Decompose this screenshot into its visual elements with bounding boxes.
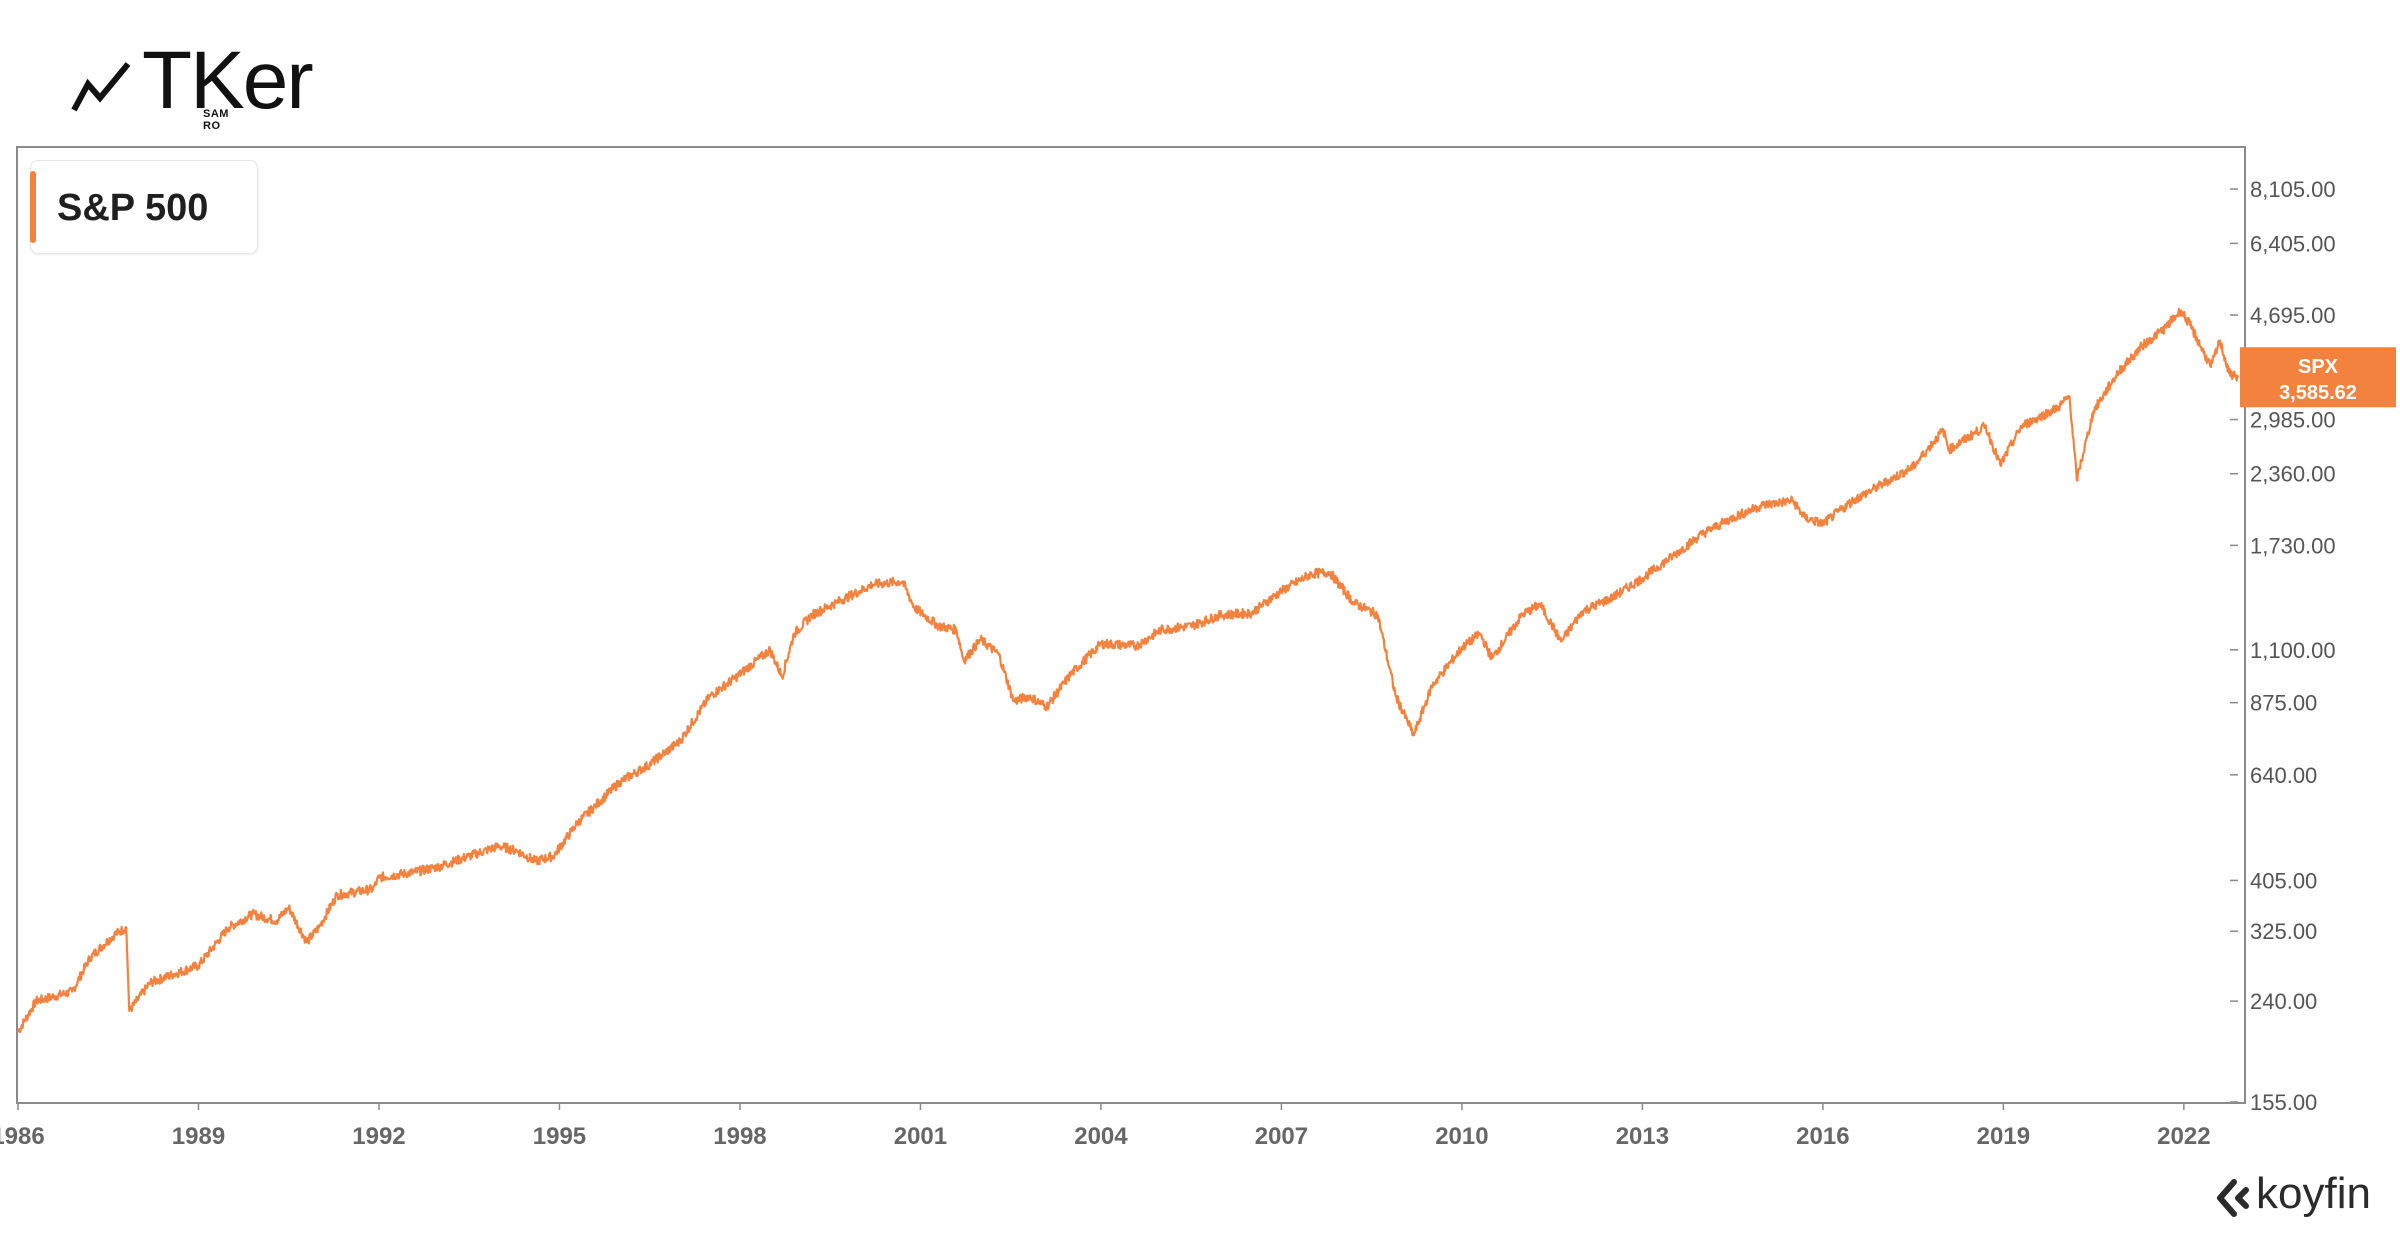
x-tick-label: 2022: [2157, 1123, 2210, 1150]
brand-name: TKer: [142, 35, 314, 126]
x-tick-label: 1998: [713, 1123, 766, 1150]
x-tick-label: 1995: [533, 1123, 586, 1150]
x-tick-label: 2013: [1616, 1123, 1669, 1150]
y-tick-label: 2,360.00: [2250, 462, 2336, 487]
x-tick-label: 2010: [1435, 1123, 1488, 1150]
x-tick-label: 2019: [1977, 1123, 2030, 1150]
y-tick-label: 640.00: [2250, 763, 2317, 788]
chart-frame: [16, 146, 2246, 1104]
y-tick-label: 1,730.00: [2250, 533, 2336, 558]
koyfin-wordmark: koyfin: [2256, 1169, 2371, 1218]
last-value-price: 3,585.62: [2279, 382, 2357, 404]
y-tick-label: 155.00: [2250, 1090, 2317, 1115]
y-tick-label: 875.00: [2250, 691, 2317, 716]
legend-series-label: S&P 500: [57, 187, 209, 229]
chart-legend[interactable]: S&P 500: [30, 160, 258, 254]
y-axis: 155.00 240.00 325.00 405.00 640.00 875.00 1,10…: [2230, 177, 2336, 1115]
y-tick-label: 1,100.00: [2250, 638, 2336, 663]
legend-color-swatch: [30, 171, 36, 243]
y-tick-label: 6,405.00: [2250, 231, 2336, 256]
series-layer: [17, 307, 2240, 1034]
koyfin-chevron-icon: [2217, 1179, 2249, 1217]
x-tick-label: 2007: [1255, 1123, 1308, 1150]
last-value-ticker: SPX: [2298, 356, 2339, 378]
last-value-marker: SPX 3,585.62: [2240, 347, 2396, 408]
header: TKer SAM RO: [0, 0, 2400, 140]
x-tick-label: 2004: [1074, 1123, 1128, 1150]
brand-subtitle: SAM RO: [203, 108, 229, 132]
y-tick-label: 325.00: [2250, 919, 2317, 944]
x-axis: 1986 1989 1992 1995 1998 2001 2004 2007 2010 2013…: [0, 1102, 2211, 1150]
y-tick-label: 8,105.00: [2250, 177, 2336, 202]
y-tick-label: 240.00: [2250, 989, 2317, 1014]
y-tick-label: 405.00: [2250, 868, 2317, 893]
series-line-sp500: [17, 307, 2240, 1034]
y-tick-label: 4,695.00: [2250, 303, 2336, 328]
y-tick-label: 2,985.00: [2250, 408, 2336, 433]
x-tick-label: 1989: [172, 1123, 225, 1150]
x-tick-label: 1986: [0, 1123, 45, 1150]
last-value-badge: [2240, 347, 2396, 408]
x-tick-label: 2001: [894, 1123, 947, 1150]
x-tick-label: 2016: [1796, 1123, 1849, 1150]
trend-line-icon: [71, 62, 131, 112]
x-tick-label: 1992: [352, 1123, 405, 1150]
